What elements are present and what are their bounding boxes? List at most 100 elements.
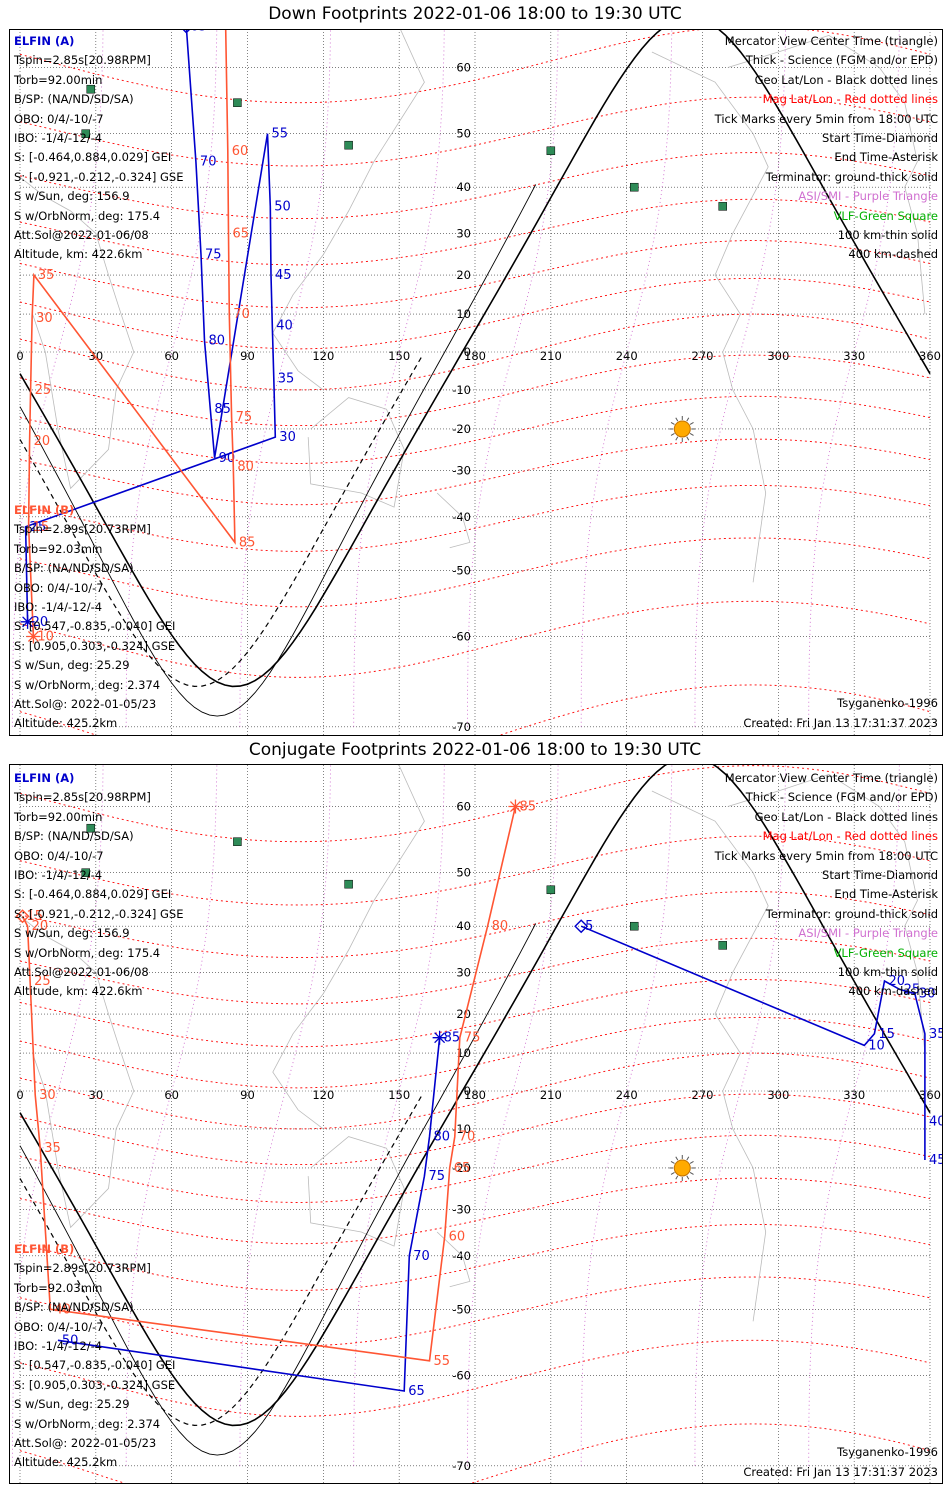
- legend-line: Mag Lat/Lon - Red dotted lines: [762, 829, 938, 844]
- tick-time-label: 80: [237, 459, 254, 474]
- lat-tick-label: 0: [464, 1084, 471, 1098]
- tick-time-label: 5: [585, 919, 593, 934]
- coastline: [307, 1136, 405, 1247]
- elfin-b-line: S w/Sun, deg: 25.29: [14, 1397, 130, 1412]
- vlf-square: [81, 868, 90, 877]
- vlf-square: [718, 202, 727, 211]
- mag-parallel: [19, 1339, 931, 1417]
- elfin-b-name: ELFIN (B): [14, 1242, 75, 1256]
- tick-time-label: 60: [449, 1230, 466, 1245]
- mag-parallel: [19, 765, 931, 843]
- legend-line: Thick - Science (FGM and/or EPD): [745, 790, 938, 805]
- map-canvas-down: 0306090120150180210240270300330360706050…: [11, 30, 941, 735]
- mag-parallel: [19, 395, 931, 464]
- lon-tick-label: 30: [89, 1088, 104, 1102]
- tick-time-label: 15: [33, 520, 50, 535]
- terminator-ground: [19, 30, 931, 688]
- tick-time-label: 70: [200, 155, 217, 170]
- tick-time-label: 60: [232, 144, 249, 159]
- coastline: [727, 34, 926, 315]
- lat-tick-label: 30: [456, 965, 471, 979]
- elfin-a-line: Torb=92.00min: [14, 72, 103, 87]
- mag-parallel: [19, 537, 931, 608]
- info-elfin-b-conj: ELFIN (B) Tspin=2.89s[20.73RPM] Torb=92.…: [14, 1240, 175, 1473]
- legend-line: End Time-Asterisk: [834, 150, 938, 165]
- tick-time-label: 85: [239, 535, 256, 550]
- tick-time-label: 10: [868, 1038, 885, 1053]
- tick-time-label: 80: [492, 919, 509, 934]
- vlf-square: [81, 129, 90, 138]
- lat-tick-label: 30: [456, 226, 471, 240]
- mag-parallel: [19, 1093, 931, 1166]
- tick-time-label: 35: [929, 1027, 942, 1042]
- lat-tick-label: 60: [456, 61, 471, 75]
- elfin-b-line: S w/Sun, deg: 25.29: [14, 658, 130, 673]
- elfin-a-line: B/SP: (NA/ND/SD/SA): [14, 829, 134, 844]
- coastline: [19, 915, 135, 1229]
- elfin-a-line: B/SP: (NA/ND/SD/SA): [14, 92, 134, 107]
- sun-ray: [675, 436, 679, 441]
- vlf-square: [630, 182, 639, 192]
- sun-ray: [689, 422, 694, 425]
- lon-tick-label: 270: [692, 1088, 714, 1102]
- tick-time-label: 40: [54, 1302, 71, 1317]
- legend-line: 100 km-thin solid: [837, 964, 938, 979]
- coastline: [436, 1231, 471, 1288]
- elfin-b-line: Att.Sol@: 2022-01-05/23: [14, 696, 157, 711]
- vlf-square: [86, 823, 96, 833]
- map-down: 0306090120150180210240270300330360706050…: [9, 29, 943, 736]
- track-elfin-a: [57, 925, 926, 1392]
- tick-time-label: 55: [434, 1354, 451, 1369]
- lon-tick-label: 0: [16, 349, 23, 363]
- tick-time-label: 30: [36, 311, 53, 326]
- lat-tick-label: -40: [452, 510, 471, 524]
- vlf-square: [630, 921, 639, 931]
- vlf-square: [233, 98, 242, 107]
- elfin-a-line: S: [-0.464,0.884,0.029] GEI: [14, 150, 172, 165]
- sun-ray: [670, 422, 675, 425]
- mag-parallel: [19, 96, 931, 167]
- lat-tick-label: 40: [456, 919, 471, 933]
- mag-parallel: [19, 937, 931, 1005]
- tick-time-label: 65: [408, 1384, 425, 1399]
- mag-parallel: [19, 152, 931, 220]
- lat-tick-label: 60: [456, 800, 471, 814]
- coastline: [651, 51, 769, 583]
- legend-line: ASI/SMI - Purple Triangle: [798, 189, 938, 204]
- sun-ray: [686, 436, 690, 441]
- lat-tick-label: -20: [452, 422, 471, 436]
- tick-time-label: 75: [464, 1031, 481, 1046]
- lat-tick-label: -60: [452, 629, 471, 643]
- lat-tick-label: 0: [464, 345, 471, 359]
- lon-tick-label: 300: [767, 1088, 789, 1102]
- start-diamond: [182, 30, 190, 34]
- elfin-b-name: ELFIN (B): [14, 503, 75, 517]
- legend-down: Mercator View Center Time (triangle) Thi…: [715, 32, 938, 265]
- legend-line: Mercator View Center Time (triangle): [724, 771, 938, 785]
- legend-line: VLF-Green Square: [833, 945, 938, 960]
- sun-icon: [673, 420, 691, 438]
- terminator-100km: [19, 923, 537, 1456]
- lon-tick-label: 210: [540, 1088, 562, 1102]
- mag-parallel: [19, 979, 931, 1048]
- tick-time-label: 85: [519, 800, 536, 815]
- mag-parallel: [19, 1177, 931, 1245]
- terminator-ground: [19, 765, 931, 1427]
- lon-tick-label: 60: [164, 349, 179, 363]
- tick-time-label: 30: [919, 987, 936, 1002]
- legend-line: VLF-Green Square: [833, 208, 938, 223]
- vlf-square: [86, 84, 96, 94]
- sun-ray: [675, 1156, 679, 1161]
- end-asterisk: [26, 629, 41, 644]
- tick-time-label: 65: [454, 1161, 471, 1176]
- tick-time-label: 10: [37, 629, 54, 644]
- lon-tick-label: 150: [388, 1088, 410, 1102]
- elfin-b-line: S: [0.905,0.303,-0.324] GSE: [14, 1377, 176, 1392]
- info-elfin-b-down: ELFIN (B) Tspin=2.89s[20.73RPM] Torb=92.…: [14, 501, 175, 734]
- legend-line: 100 km-thin solid: [837, 227, 938, 242]
- lat-tick-label: -60: [452, 1368, 471, 1382]
- start-diamond: [574, 919, 589, 934]
- elfin-a-line: OBO: 0/4/-10/-7: [14, 848, 104, 863]
- tick-time-label: 50: [274, 199, 291, 214]
- elfin-a-line: S: [-0.921,-0.212,-0.324] GSE: [14, 906, 184, 921]
